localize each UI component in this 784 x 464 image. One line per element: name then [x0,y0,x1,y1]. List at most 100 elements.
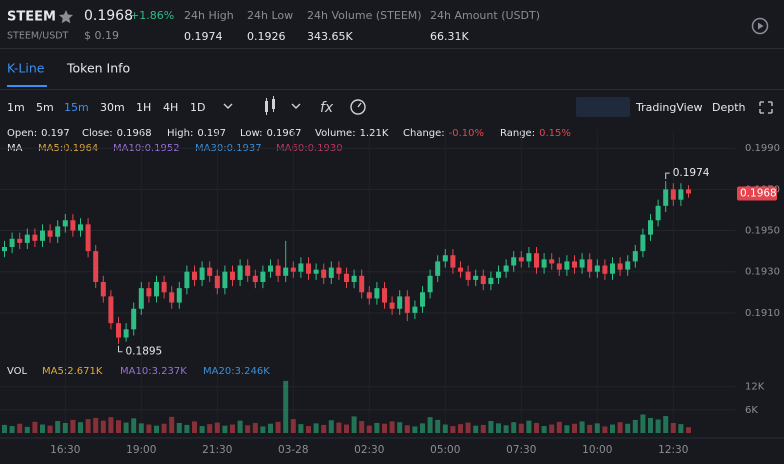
volume-bar [47,425,53,433]
candle-body [366,292,372,299]
candle-body [17,238,23,243]
volume-bar [131,418,137,433]
view-option[interactable]: TradingView [635,101,702,114]
volume-bar [252,422,258,433]
volume-bar [473,425,479,433]
y-tick-label: 0.1910 [745,308,780,319]
volume-bar [40,424,45,433]
candle-body [594,265,600,272]
stat-label: 24h Amount (USDT) [430,9,540,22]
indicator-icon[interactable]: fx [320,100,334,116]
volume-bar [192,421,197,433]
volume-bar [123,422,129,433]
volume-bar [412,426,418,433]
candle-body [374,288,380,299]
price-change: +1.86% [130,9,174,22]
candle-body [55,226,61,237]
candle-body [138,288,144,309]
play-icon[interactable] [751,17,769,35]
candle-body [420,292,425,307]
x-tick-label: 03-28 [278,444,309,456]
info-label: Range: [500,128,535,139]
volume-bar [450,426,456,433]
candle-body [290,267,296,272]
x-tick-label: 19:00 [126,444,156,456]
symbol: STEEM [7,10,56,25]
volume-bar [496,423,501,433]
volume-bar [556,421,562,433]
usd-price: $ 0.19 [84,29,119,42]
vol-title: VOL [7,366,28,377]
volume-bar [2,424,7,433]
volume-bar [207,424,213,433]
info-value: 0.197 [41,128,70,139]
candle-body [146,288,152,297]
view-active-bg [576,97,630,117]
interval[interactable]: 30m [100,101,125,114]
more-intervals[interactable] [223,103,233,109]
candle-body [252,275,258,282]
volume-bar [93,417,99,433]
candle-body [670,189,676,200]
interval[interactable]: 1H [136,101,151,114]
info-value: 1.21K [360,128,389,139]
info-label: Change: [403,128,445,139]
volume-bar [199,426,205,433]
volume-bar [458,424,463,433]
x-tick-label: 12:30 [658,444,688,456]
stat-label: 24h Low [247,9,293,22]
volume-bar [260,426,266,433]
fullscreen-icon[interactable] [759,101,773,114]
candle-body [503,265,509,272]
volume-bar [237,420,243,433]
candle-body [480,275,486,285]
volume-bar [617,422,623,433]
info-item: High: 0.197 [167,128,226,139]
volume-bar [214,422,220,433]
candle-body [336,267,342,274]
candle-body [344,273,349,282]
candle-body [313,269,319,274]
interval[interactable]: 1D [190,101,205,114]
candle-body [70,220,76,231]
volume-bar [62,422,68,433]
volume-bar [275,421,281,433]
tab[interactable]: K-Line [7,61,45,76]
interval[interactable]: 1m [7,101,25,114]
interval[interactable]: 5m [36,101,54,114]
y-tick-label: 0.1930 [745,267,780,278]
interval[interactable]: 4H [163,101,178,114]
grid [0,130,784,439]
volume-bar [321,424,327,433]
volume-bar [549,424,555,433]
candle-type-icon[interactable] [265,96,275,115]
info-item: Range: 0.15% [500,128,571,139]
last-price: 0.1968 [84,8,133,24]
x-tick-label: 10:00 [582,444,612,456]
volume-bar [534,422,539,433]
last-price-label: 0.1968 [740,188,777,200]
favorite-star[interactable] [59,10,73,24]
candle-body [549,259,555,264]
stats: 24h High 0.1974 24h Low 0.1926 24h Volume (S… [184,9,540,43]
candle-body [518,257,524,262]
volume-bar [404,425,410,433]
candle-body [511,257,517,266]
view-option[interactable]: Depth [712,101,746,114]
volume-bar [146,424,152,433]
labels: 0.19900.19700.19500.19300.191012K6K16:30… [7,143,780,456]
settings-icon[interactable] [350,99,366,115]
candle-body [640,234,646,252]
volume-bar [17,423,23,433]
volume-bar [85,419,91,433]
interval[interactable]: 15m [64,101,89,114]
tab[interactable]: Token Info [66,61,130,76]
info-item: Volume: 1.21K [315,128,389,139]
chart-type-menu[interactable] [291,103,301,109]
candle-body [351,275,357,282]
stat-value: 343.65K [307,30,353,43]
info-item: Low: 0.1967 [240,128,302,139]
volume-bar [480,424,486,433]
volume-bar [290,419,296,433]
